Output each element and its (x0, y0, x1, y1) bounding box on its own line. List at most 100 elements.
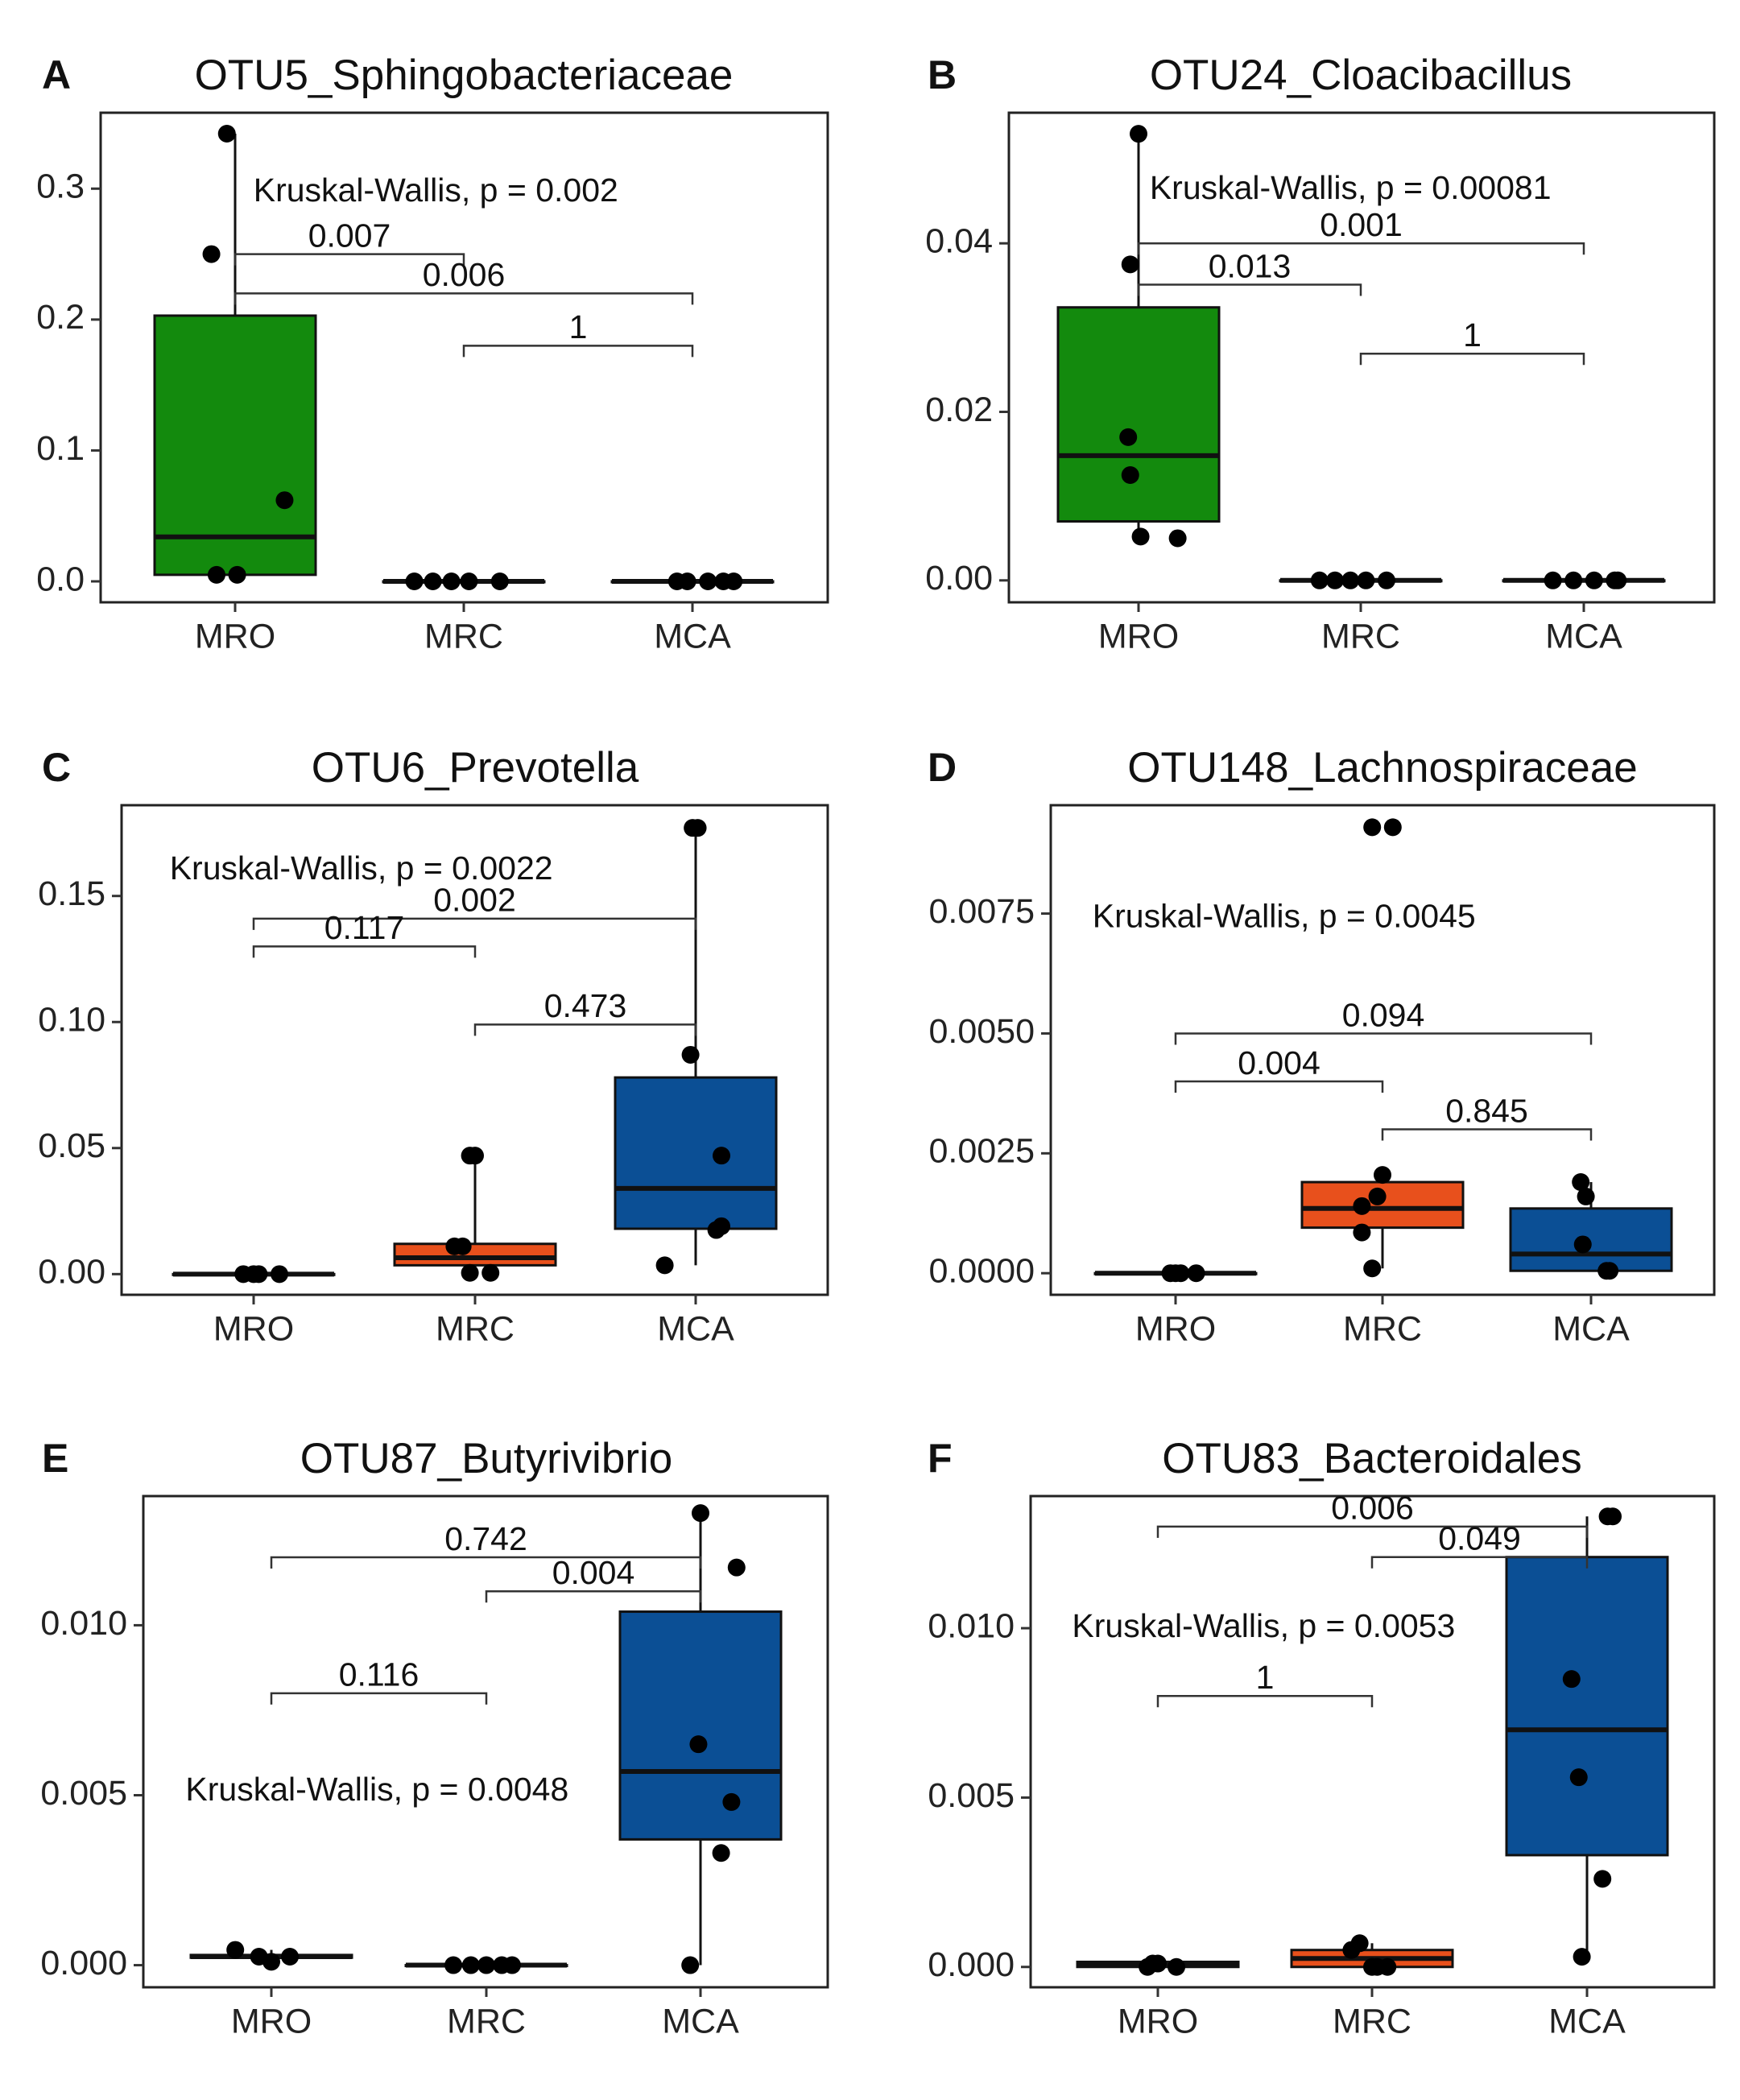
x-tick-label-mca: MCA (662, 2002, 739, 2040)
data-point (461, 1263, 479, 1282)
kruskal-wallis-label: Kruskal-Wallis, p = 0.00081 (1150, 169, 1552, 206)
box-mro (172, 1265, 336, 1284)
data-point (1168, 1957, 1186, 1976)
data-point (490, 572, 509, 590)
comparison-bracket: 0.004 (1174, 1044, 1384, 1093)
data-point (1378, 1957, 1397, 1976)
data-point (1363, 1259, 1382, 1278)
data-point (725, 572, 743, 590)
comparison-p-value: 0.007 (308, 217, 391, 254)
data-point (1378, 571, 1395, 589)
data-point (1187, 1264, 1205, 1283)
data-point (1357, 571, 1375, 589)
y-tick-label: 0.15 (38, 874, 105, 913)
y-tick-label: 0.0000 (928, 1252, 1035, 1291)
bracket-line (1359, 353, 1585, 366)
kruskal-wallis-label: Kruskal-Wallis, p = 0.002 (254, 172, 618, 209)
box-mca (618, 1504, 783, 1974)
comparison-bracket: 0.007 (234, 217, 465, 266)
bracket-line (1156, 1525, 1589, 1538)
comparison-p-value: 0.742 (444, 1520, 527, 1557)
data-point (689, 1735, 708, 1754)
data-point (1130, 125, 1147, 143)
data-point (226, 1941, 245, 1959)
x-tick-label-mca: MCA (657, 1309, 734, 1348)
comparison-p-value: 0.001 (1320, 206, 1403, 243)
box-mrc (1300, 818, 1465, 1278)
box-mca (1505, 1507, 1669, 1966)
y-tick-label: 0.1 (36, 429, 85, 468)
kruskal-wallis-label: Kruskal-Wallis, p = 0.0053 (1072, 1607, 1455, 1644)
data-point (202, 245, 221, 263)
panel-label: F (928, 1436, 953, 1481)
data-point (688, 819, 707, 837)
data-point (460, 572, 478, 590)
data-point (707, 1221, 725, 1239)
comparison-p-value: 0.845 (1445, 1092, 1528, 1129)
data-point (250, 1265, 268, 1284)
comparison-bracket: 1 (462, 308, 694, 358)
panel-label: B (928, 52, 957, 97)
box-mro (189, 1941, 353, 1971)
x-tick-label-mrc: MRC (1321, 617, 1400, 655)
bracket-line (252, 945, 477, 958)
x-tick-label-mro: MRO (1118, 2002, 1198, 2040)
box-body (1056, 306, 1221, 523)
data-point (1149, 1954, 1167, 1973)
box-body (1509, 1207, 1673, 1272)
data-point (1593, 1870, 1612, 1888)
bracket-line (1137, 242, 1585, 255)
data-point (1374, 1166, 1391, 1184)
comparison-p-value: 0.473 (544, 987, 627, 1024)
data-point (1564, 571, 1583, 589)
comparison-p-value: 0.004 (552, 1554, 635, 1591)
y-tick-label: 0.000 (40, 1944, 127, 1982)
data-point (655, 1256, 674, 1275)
data-point (1310, 571, 1329, 589)
y-tick-label: 0.0 (36, 560, 85, 598)
bracket-line (485, 1589, 702, 1603)
comparison-bracket: 0.117 (252, 909, 477, 958)
data-point (1585, 571, 1603, 589)
bracket-line (234, 292, 694, 305)
box-mca (614, 819, 778, 1275)
bracket-line (270, 1692, 488, 1705)
data-point (1573, 1948, 1591, 1966)
y-tick-label: 0.05 (38, 1126, 105, 1165)
comparison-bracket: 1 (1156, 1659, 1374, 1708)
data-point (1168, 529, 1187, 548)
y-tick-label: 0.04 (925, 222, 993, 261)
box-mrc (404, 1956, 568, 1974)
panel-label: D (928, 745, 957, 790)
data-point (1121, 255, 1139, 274)
bracket-line (1156, 1694, 1374, 1708)
data-point (699, 572, 717, 590)
panel-label: C (42, 745, 71, 790)
data-point (1609, 571, 1627, 589)
data-point (1562, 1670, 1581, 1689)
y-tick-label: 0.3 (36, 167, 85, 206)
box-mca (1509, 1173, 1673, 1280)
y-tick-label: 0.02 (925, 391, 993, 429)
bracket-line (270, 1556, 702, 1569)
data-point (1544, 571, 1562, 589)
comparison-p-value: 0.006 (423, 256, 506, 293)
panel-title: OTU83_Bacteroidales (1162, 1435, 1581, 1482)
comparison-bracket: 0.116 (270, 1656, 488, 1705)
y-tick-label: 0.0075 (928, 892, 1035, 931)
bracket-line (473, 1023, 697, 1036)
data-point (444, 1956, 463, 1974)
data-point (1131, 527, 1150, 546)
x-tick-label-mca: MCA (1548, 2002, 1626, 2040)
x-tick-label-mro: MRO (1098, 617, 1179, 655)
box-mro (153, 125, 317, 584)
panel-title: OTU87_Butyrivibrio (300, 1435, 672, 1482)
data-point (1353, 1223, 1371, 1242)
x-tick-label-mrc: MRC (447, 2002, 526, 2040)
data-point (1341, 571, 1360, 589)
box-mro (1076, 1954, 1240, 1976)
box-mrc (382, 572, 546, 590)
box-body (1505, 1556, 1669, 1857)
comparison-bracket: 0.013 (1137, 247, 1362, 296)
